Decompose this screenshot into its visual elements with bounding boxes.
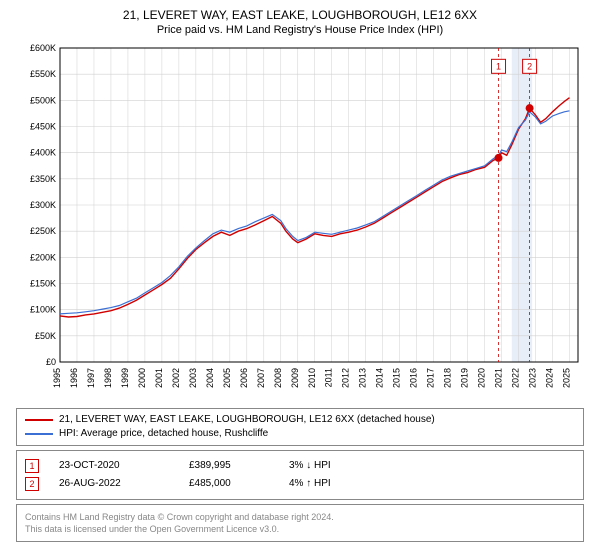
- svg-text:1999: 1999: [120, 368, 130, 388]
- svg-text:2002: 2002: [171, 368, 181, 388]
- svg-text:2007: 2007: [256, 368, 266, 388]
- svg-text:£0: £0: [46, 357, 56, 367]
- svg-text:2010: 2010: [307, 368, 317, 388]
- event-marker: 2: [25, 477, 39, 491]
- event-price: £389,995: [189, 457, 269, 475]
- legend: 21, LEVERET WAY, EAST LEAKE, LOUGHBOROUG…: [16, 408, 584, 446]
- svg-text:£250K: £250K: [30, 226, 56, 236]
- svg-text:2: 2: [527, 61, 532, 71]
- svg-text:2009: 2009: [290, 368, 300, 388]
- svg-text:2018: 2018: [443, 368, 453, 388]
- svg-text:£400K: £400K: [30, 148, 56, 158]
- svg-text:1: 1: [496, 61, 501, 71]
- attribution-footer: Contains HM Land Registry data © Crown c…: [16, 504, 584, 542]
- svg-text:2008: 2008: [273, 368, 283, 388]
- svg-text:2013: 2013: [358, 368, 368, 388]
- chart-subtitle: Price paid vs. HM Land Registry's House …: [12, 24, 588, 36]
- footer-line-1: Contains HM Land Registry data © Crown c…: [25, 511, 575, 523]
- svg-text:2024: 2024: [545, 368, 555, 388]
- svg-text:2019: 2019: [460, 368, 470, 388]
- svg-text:£200K: £200K: [30, 252, 56, 262]
- svg-text:2005: 2005: [222, 368, 232, 388]
- svg-text:£500K: £500K: [30, 95, 56, 105]
- events-table: 1 23-OCT-2020 £389,995 3% ↓ HPI 2 26-AUG-2022…: [16, 450, 584, 500]
- legend-label: 21, LEVERET WAY, EAST LEAKE, LOUGHBOROUG…: [59, 413, 435, 427]
- chart-title: 21, LEVERET WAY, EAST LEAKE, LOUGHBOROUG…: [12, 8, 588, 22]
- legend-swatch: [25, 433, 53, 435]
- line-chart-svg: £0 £50K £100K £150K £200K £250K £300K £350K £400…: [12, 42, 588, 402]
- svg-text:2001: 2001: [154, 368, 164, 388]
- svg-text:1997: 1997: [86, 368, 96, 388]
- event-date: 26-AUG-2022: [59, 475, 169, 493]
- svg-text:2015: 2015: [392, 368, 402, 388]
- svg-text:2011: 2011: [324, 368, 334, 387]
- legend-item: HPI: Average price, detached house, Rush…: [25, 427, 575, 441]
- svg-text:2006: 2006: [239, 368, 249, 388]
- svg-text:£300K: £300K: [30, 200, 56, 210]
- svg-text:£50K: £50K: [35, 331, 56, 341]
- event-row: 2 26-AUG-2022 £485,000 4% ↑ HPI: [25, 475, 575, 493]
- event-row: 1 23-OCT-2020 £389,995 3% ↓ HPI: [25, 457, 575, 475]
- svg-text:2025: 2025: [562, 368, 572, 388]
- svg-text:1996: 1996: [69, 368, 79, 388]
- svg-text:2020: 2020: [477, 368, 487, 388]
- event-marker: 1: [25, 459, 39, 473]
- svg-text:2022: 2022: [511, 368, 521, 388]
- svg-text:2023: 2023: [528, 368, 538, 388]
- event-delta: 3% ↓ HPI: [289, 457, 575, 475]
- svg-text:2000: 2000: [137, 368, 147, 388]
- legend-swatch: [25, 419, 53, 421]
- event-delta: 4% ↑ HPI: [289, 475, 575, 493]
- svg-text:£550K: £550K: [30, 69, 56, 79]
- svg-text:2003: 2003: [188, 368, 198, 388]
- svg-text:1998: 1998: [103, 368, 113, 388]
- svg-text:£350K: £350K: [30, 174, 56, 184]
- svg-text:£100K: £100K: [30, 305, 56, 315]
- svg-text:2017: 2017: [426, 368, 436, 388]
- footer-line-2: This data is licensed under the Open Gov…: [25, 523, 575, 535]
- svg-text:2012: 2012: [341, 368, 351, 388]
- svg-text:2014: 2014: [375, 368, 385, 388]
- event-price: £485,000: [189, 475, 269, 493]
- svg-text:£600K: £600K: [30, 43, 56, 53]
- chart-area: £0 £50K £100K £150K £200K £250K £300K £350K £400…: [12, 42, 588, 402]
- svg-text:2004: 2004: [205, 368, 215, 388]
- legend-label: HPI: Average price, detached house, Rush…: [59, 427, 268, 441]
- svg-text:2021: 2021: [494, 368, 504, 388]
- chart-container: 21, LEVERET WAY, EAST LEAKE, LOUGHBOROUG…: [0, 0, 600, 554]
- svg-text:£150K: £150K: [30, 279, 56, 289]
- event-date: 23-OCT-2020: [59, 457, 169, 475]
- svg-text:£450K: £450K: [30, 122, 56, 132]
- legend-item: 21, LEVERET WAY, EAST LEAKE, LOUGHBOROUG…: [25, 413, 575, 427]
- svg-text:1995: 1995: [52, 368, 62, 388]
- svg-text:2016: 2016: [409, 368, 419, 388]
